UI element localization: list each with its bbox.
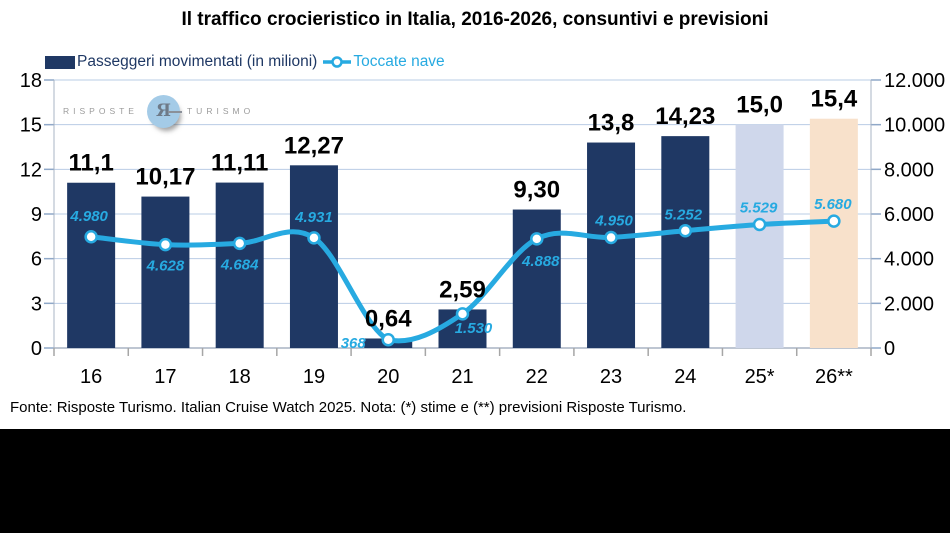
bar-17: [141, 196, 190, 348]
line-label-24: 5.252: [665, 207, 703, 224]
right-axis-label: 4.000: [884, 249, 934, 271]
bar-label-17: 10,17: [135, 164, 195, 191]
line-point-24: [678, 223, 693, 238]
line-label-21: 1.530: [455, 320, 493, 337]
x-axis-label-22: 22: [526, 366, 548, 388]
bar-16: [67, 182, 116, 348]
line-point-16: [84, 230, 98, 244]
line-point-23: [604, 230, 618, 245]
line-point-21: [455, 307, 470, 321]
left-axis-label: 18: [20, 70, 42, 92]
line-label-26**: 5.680: [814, 196, 852, 213]
bar-label-20: 0,64: [365, 305, 412, 332]
line-point-26**: [827, 214, 841, 228]
right-axis-label: 6.000: [884, 204, 934, 226]
right-axis-label: 0: [884, 338, 895, 360]
x-axis-label-19: 19: [303, 366, 325, 388]
x-axis-label-18: 18: [229, 366, 251, 388]
chart-sheet: Il traffico crocieristico in Italia, 201…: [0, 0, 950, 429]
right-axis-label: 2.000: [884, 293, 934, 315]
bar-label-16: 11,1: [68, 150, 113, 177]
chart-title: Il traffico crocieristico in Italia, 201…: [181, 9, 769, 30]
legend-bar-swatch-icon: [45, 55, 75, 69]
legend: Passeggeri movimentati (in milioni) Tocc…: [45, 53, 445, 71]
legend-line-label: Toccate nave: [353, 53, 445, 70]
line-label-20: 368: [341, 335, 367, 352]
right-axis-label: 8.000: [884, 159, 934, 181]
x-axis-label-24: 24: [674, 366, 696, 388]
bar-25*: [735, 124, 784, 348]
line-label-17: 4.628: [146, 258, 185, 275]
x-axis-label-16: 16: [80, 366, 102, 388]
line-label-23: 4.950: [594, 212, 633, 229]
bar-label-22: 9,30: [513, 177, 560, 204]
bar-label-23: 13,8: [588, 110, 635, 137]
x-axis-label-17: 17: [154, 366, 176, 388]
legend-bar-label: Passeggeri movimentati (in milioni): [77, 53, 318, 70]
bar-23: [587, 142, 636, 348]
right-axis-label: 12.000: [884, 70, 945, 92]
letterbox-band: [0, 429, 950, 533]
line-point-18: [232, 236, 247, 251]
bar-26**: [809, 118, 858, 348]
left-axis-label: 12: [20, 159, 42, 181]
line-point-19: [307, 231, 321, 245]
right-axis-label: 10.000: [884, 115, 945, 137]
bar-label-21: 2,59: [439, 276, 486, 303]
left-axis-label: 15: [20, 115, 42, 137]
source-note: Fonte: Risposte Turismo. Italian Cruise …: [10, 399, 687, 416]
left-axis-label: 0: [31, 338, 42, 360]
line-label-19: 4.931: [294, 209, 333, 226]
line-label-25*: 5.529: [740, 200, 778, 217]
line-label-16: 4.980: [69, 208, 108, 225]
left-axis-label: 6: [31, 249, 42, 271]
line-label-22: 4.888: [521, 253, 560, 270]
x-axis-label-20: 20: [377, 366, 399, 388]
line-point-17: [158, 237, 173, 252]
legend-line-marker-icon: [323, 56, 352, 68]
left-axis-label: 3: [31, 293, 42, 315]
line-point-25*: [752, 217, 767, 232]
bar-label-19: 12,27: [284, 132, 344, 159]
x-axis-label-25*: 25*: [745, 366, 775, 388]
line-point-20: [381, 333, 395, 347]
line-label-18: 4.684: [220, 256, 259, 273]
x-axis-label-26**: 26**: [815, 366, 853, 388]
combo-chart: 0 0 3 2.000 6 4.000 9 6.000 12 8.000 15 10.000 18 12.…: [20, 70, 945, 388]
bar-label-25*: 15,0: [736, 92, 783, 119]
bar-label-26**: 15,4: [811, 86, 858, 113]
line-point-22: [530, 232, 544, 246]
bar-label-18: 11,11: [211, 150, 268, 177]
left-axis-label: 9: [31, 204, 42, 226]
x-axis-label-23: 23: [600, 366, 622, 388]
bar-24: [661, 136, 710, 348]
bar-22: [512, 209, 561, 348]
bar-18: [215, 182, 264, 348]
bar-label-24: 14,23: [655, 103, 715, 130]
x-axis-label-21: 21: [451, 366, 473, 388]
